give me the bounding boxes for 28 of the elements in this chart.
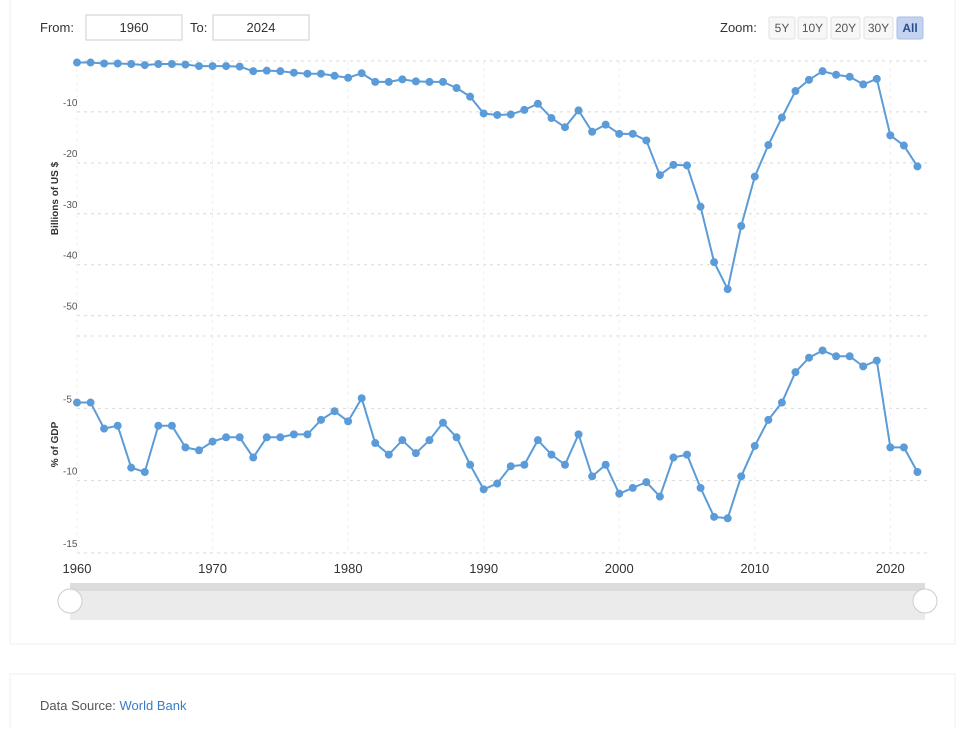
y-tick-label: -5: [63, 394, 72, 406]
text: 1960: [120, 20, 148, 35]
y-tick-label: -10: [63, 466, 78, 478]
x-tick-label: 1990: [469, 561, 498, 576]
x-tick-label: 2000: [604, 561, 634, 576]
y-axis-title: Billions of US $: [50, 161, 61, 236]
text: 2024: [246, 20, 276, 35]
text: 5Y: [774, 21, 790, 35]
x-tick-label: 1970: [198, 561, 228, 576]
y-tick-label: -15: [63, 539, 78, 550]
x-tick-label: 2020: [876, 561, 905, 576]
y-tick-label: -20: [63, 148, 78, 160]
y-tick-label: -10: [63, 98, 78, 109]
text: From:: [40, 20, 74, 35]
y-tick-label: -30: [63, 200, 78, 211]
text: 30Y: [868, 21, 890, 35]
text: All: [902, 21, 918, 35]
y-tick-label: -40: [63, 250, 78, 262]
y-tick-label: -50: [63, 302, 78, 313]
source-note: Data Source: World Bank: [40, 698, 187, 713]
text: 20Y: [834, 21, 856, 35]
text: To:: [190, 20, 208, 35]
x-tick-label: 2010: [740, 561, 770, 576]
y-axis-title: % of GDP: [50, 421, 61, 468]
text: Zoom:: [720, 20, 757, 35]
x-tick-label: 1960: [62, 561, 92, 576]
text: 10Y: [802, 21, 824, 35]
x-tick-label: 1980: [334, 561, 363, 576]
